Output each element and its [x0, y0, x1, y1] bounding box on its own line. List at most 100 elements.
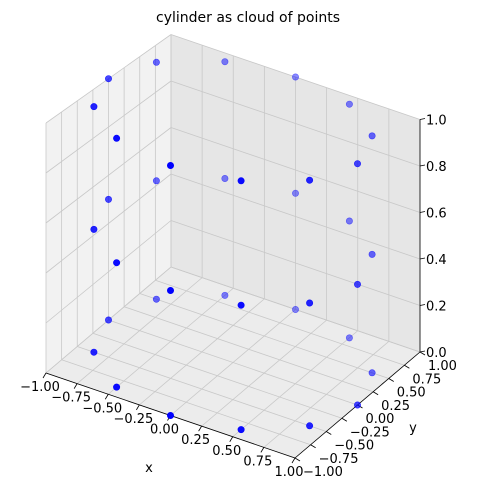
x-tick-label: −0.25	[113, 412, 153, 427]
data-point	[167, 286, 175, 294]
data-point	[105, 316, 113, 324]
data-point	[345, 217, 353, 225]
data-point	[167, 411, 175, 419]
y-tick-label: 0.50	[397, 386, 426, 401]
y-tick-label: 0.25	[381, 399, 410, 414]
data-point	[152, 58, 160, 66]
gridline-left-horizontal	[45, 80, 172, 174]
y-tick-label: −0.50	[334, 439, 374, 454]
gridline-floor-y	[61, 359, 311, 446]
x-tick-mark	[42, 372, 47, 379]
z-tick-label: 0.4	[426, 253, 447, 268]
gridline-left-horizontal	[45, 127, 172, 224]
y-tick-mark	[326, 431, 332, 435]
x-tick-label: 0.75	[243, 454, 272, 469]
data-points	[90, 58, 376, 434]
tick-labels: −1.00−0.75−0.50−0.250.000.250.500.751.00…	[20, 114, 457, 481]
gridline-right-horizontal	[170, 34, 421, 120]
x-tick-label: −1.00	[20, 380, 60, 395]
z-tick-label: 0.0	[426, 346, 447, 361]
data-point	[353, 401, 361, 409]
gridline-floor-y	[139, 293, 389, 379]
x-tick-mark	[260, 447, 265, 453]
x-tick-mark	[136, 404, 140, 411]
gridline-floor-y	[123, 306, 374, 393]
y-tick-label: 0.00	[366, 412, 395, 427]
data-point	[353, 160, 361, 168]
x-tick-label: −0.50	[82, 401, 122, 416]
gridline-right-horizontal	[170, 80, 421, 167]
y-tick-mark	[419, 351, 426, 356]
y-tick-label: −0.75	[319, 452, 359, 467]
y-tick-mark	[341, 417, 348, 422]
data-point	[90, 225, 98, 233]
data-point	[345, 100, 353, 108]
x-tick-label: 1.00	[275, 465, 304, 480]
gridline-left-horizontal	[45, 220, 172, 324]
data-point	[90, 103, 98, 111]
z-tick-mark	[419, 164, 426, 167]
data-point	[167, 162, 175, 170]
x-tick-label: 0.25	[181, 433, 210, 448]
data-point	[345, 334, 353, 342]
data-point	[368, 132, 376, 140]
data-point	[113, 383, 121, 391]
x-tick-mark	[104, 394, 109, 400]
x-tick-mark	[291, 457, 296, 464]
z-tick-mark	[419, 257, 426, 260]
y-tick-label: −1.00	[303, 465, 343, 480]
z-tick-label: 0.8	[426, 160, 447, 175]
y-axis-label: y	[409, 421, 417, 436]
x-axis-label: x	[145, 461, 153, 476]
data-point	[152, 177, 160, 185]
z-tick-mark	[419, 304, 426, 306]
data-point	[306, 176, 314, 184]
x-tick-mark	[229, 436, 234, 442]
data-point	[237, 426, 245, 434]
data-point	[237, 301, 245, 309]
data-point	[291, 73, 299, 81]
data-point	[152, 295, 160, 303]
data-point	[237, 177, 245, 185]
data-point	[113, 259, 121, 267]
z-tick-label: 0.2	[426, 300, 447, 315]
data-point	[105, 195, 113, 203]
data-point	[113, 134, 121, 142]
data-point	[306, 299, 314, 307]
y-tick-label: −0.25	[350, 425, 390, 440]
x-tick-label: 0.50	[212, 444, 241, 459]
y-tick-mark	[388, 378, 394, 382]
data-point	[353, 280, 361, 288]
y-tick-mark	[310, 444, 316, 449]
gridline-left-horizontal	[45, 173, 172, 274]
chart-title: cylinder as cloud of points	[156, 10, 340, 26]
z-tick-label: 0.6	[426, 207, 447, 222]
data-point	[221, 58, 229, 66]
y-tick-mark	[404, 364, 410, 369]
z-tick-mark	[419, 211, 426, 213]
gridline-floor-y	[155, 279, 405, 366]
data-point	[368, 250, 376, 258]
data-point	[291, 305, 299, 313]
gridline-floor-y	[92, 332, 343, 419]
x-tick-mark	[73, 383, 78, 389]
x-tick-mark	[198, 425, 202, 432]
data-point	[368, 369, 376, 377]
data-point	[291, 189, 299, 197]
x-tick-label: 0.00	[150, 423, 179, 438]
data-point	[90, 348, 98, 356]
gridline-right-horizontal	[170, 266, 421, 353]
data-point	[105, 75, 113, 83]
gridline-right-horizontal	[170, 173, 421, 260]
y-tick-mark	[294, 457, 301, 462]
z-tick-label: 1.0	[426, 114, 447, 129]
y-tick-mark	[372, 391, 379, 396]
x-tick-label: −0.75	[51, 391, 91, 406]
gridline-floor-y	[77, 346, 327, 432]
y-tick-label: 1.00	[428, 359, 457, 374]
z-tick-mark	[419, 118, 426, 120]
data-point	[221, 291, 229, 299]
y-tick-label: 0.75	[412, 372, 441, 387]
data-point	[221, 175, 229, 183]
